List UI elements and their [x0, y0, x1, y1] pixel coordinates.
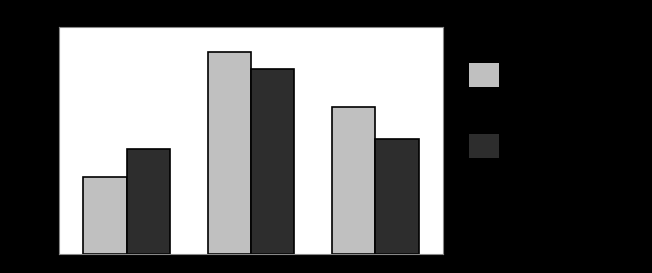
Bar	[127, 149, 170, 254]
Bar	[375, 139, 419, 254]
Bar	[251, 69, 295, 254]
Bar	[332, 108, 375, 254]
Bar	[83, 177, 127, 254]
Bar	[207, 52, 251, 254]
